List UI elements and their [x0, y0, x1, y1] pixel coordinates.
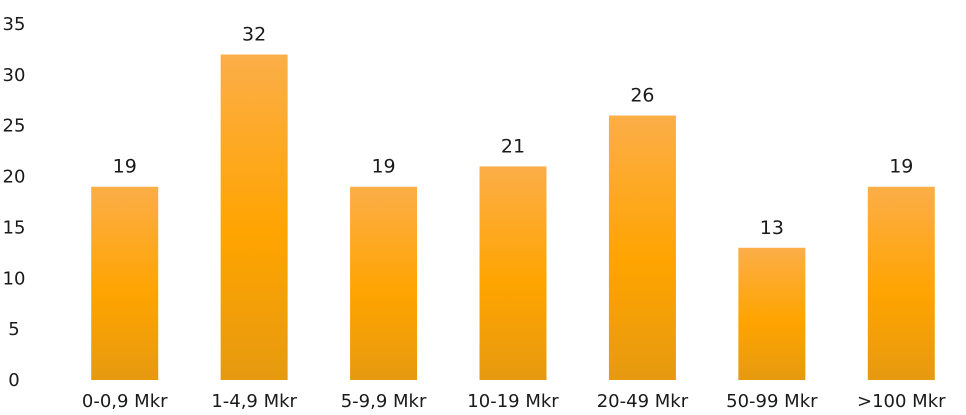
- y-tick-label: 35: [3, 14, 26, 35]
- y-tick-label: 30: [3, 65, 26, 86]
- x-tick-label: 50-99 Mkr: [726, 391, 818, 412]
- y-tick-label: 0: [8, 370, 19, 391]
- x-axis: 0-0,9 Mkr 1-4,9 Mkr 5-9,9 Mkr 10-19 Mkr 20-4…: [82, 391, 946, 412]
- x-tick-label: 0-0,9 Mkr: [82, 391, 168, 412]
- bars: [91, 54, 935, 381]
- y-tick-label: 25: [3, 116, 26, 137]
- x-tick-label: 10-19 Mkr: [467, 391, 559, 412]
- y-tick-label: 5: [8, 319, 19, 340]
- y-tick-label: 20: [3, 167, 26, 188]
- data-label: 26: [630, 85, 654, 107]
- data-label: 13: [760, 217, 784, 239]
- data-label: 21: [501, 135, 525, 157]
- bar: [738, 247, 806, 380]
- bar: [220, 54, 288, 381]
- x-tick-label: 1-4,9 Mkr: [211, 391, 297, 412]
- data-label: 19: [889, 156, 913, 178]
- y-axis: 0 5 10 15 20 25 30 35: [3, 14, 26, 391]
- bar: [350, 186, 418, 380]
- x-tick-label: 20-49 Mkr: [597, 391, 689, 412]
- bar: [479, 166, 547, 380]
- bar: [867, 186, 935, 380]
- y-tick-label: 15: [3, 217, 26, 238]
- data-label: 32: [242, 24, 266, 46]
- data-labels: 19 32 19 21 26 13 19: [113, 24, 914, 239]
- bar: [608, 115, 676, 381]
- x-tick-label: >100 Mkr: [857, 391, 946, 412]
- bar: [91, 186, 159, 380]
- y-tick-label: 10: [3, 268, 26, 289]
- data-label: 19: [371, 156, 395, 178]
- data-label: 19: [113, 156, 137, 178]
- x-tick-label: 5-9,9 Mkr: [341, 391, 427, 412]
